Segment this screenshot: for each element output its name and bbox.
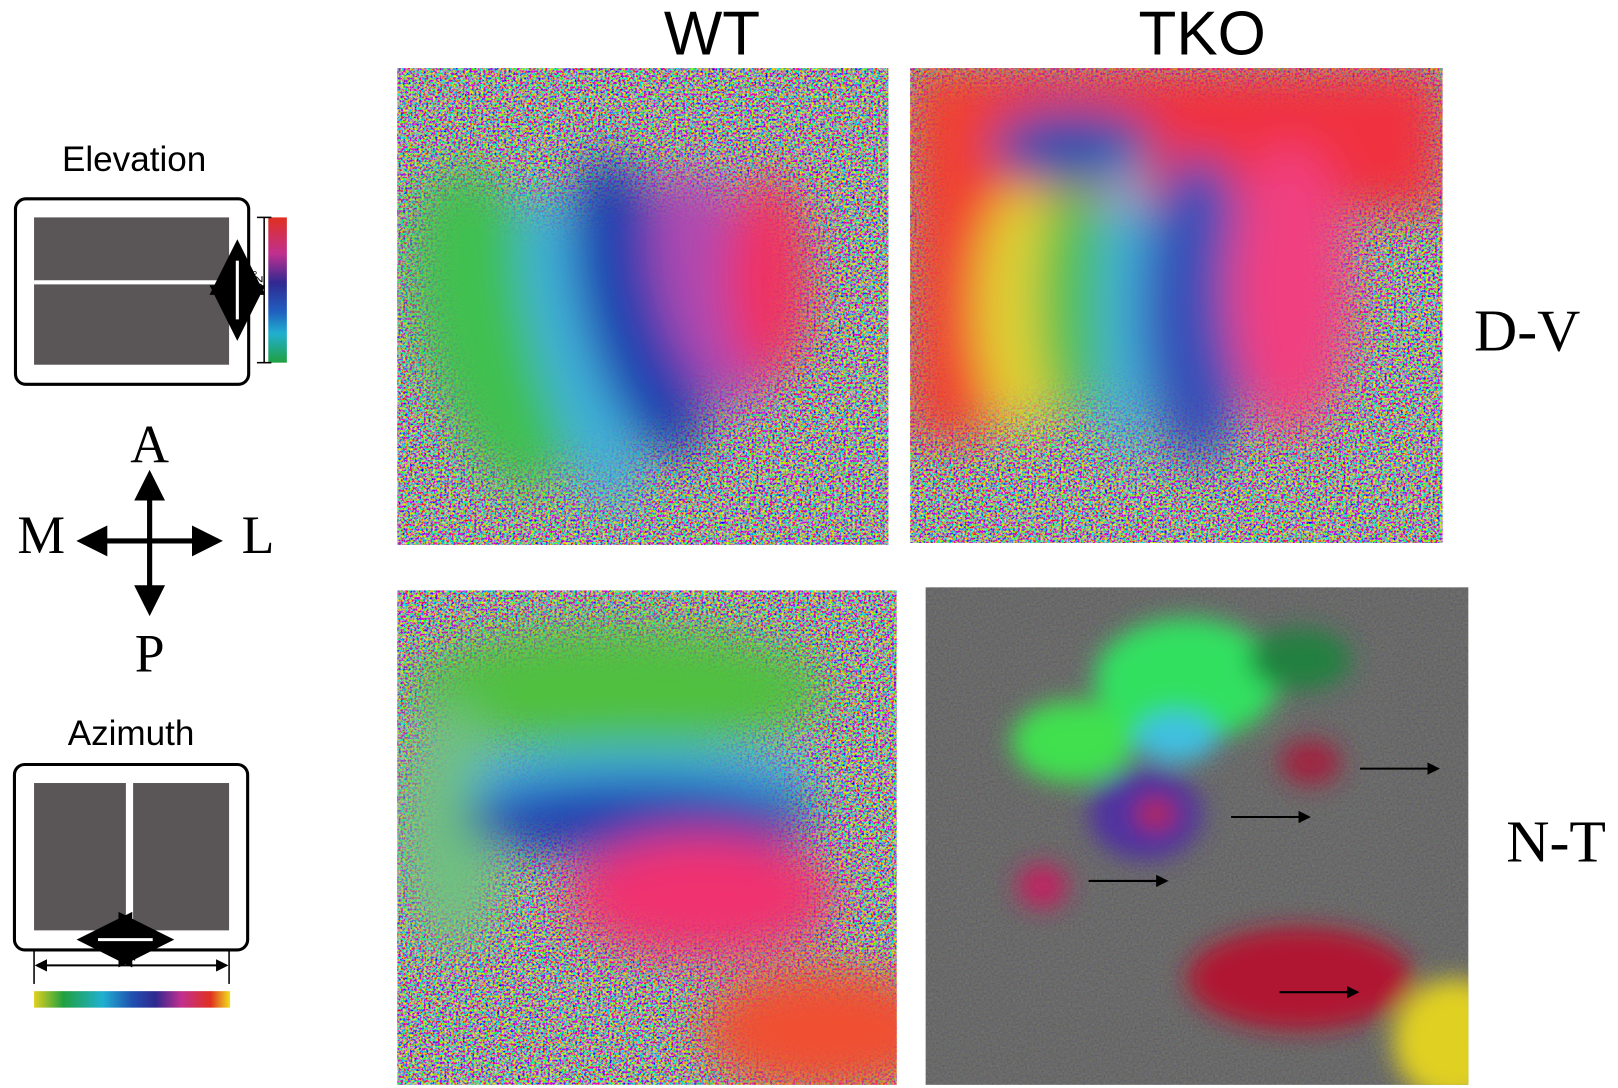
map-tko-nt <box>926 587 1517 1088</box>
azimuth-screen <box>14 764 247 1007</box>
orientation-label: P <box>135 624 165 684</box>
legend-title: Azimuth <box>68 714 195 753</box>
elevation-angle: 62° <box>251 270 266 290</box>
column-title: WT <box>664 0 760 68</box>
orientation-label: L <box>242 505 275 565</box>
row-title: N-T <box>1506 809 1606 875</box>
azimuth-angle: 77° <box>124 949 144 964</box>
orientation-label: M <box>17 505 65 565</box>
legend-title: Elevation <box>62 140 206 179</box>
map-tko-dv <box>910 68 1442 543</box>
page: WT TKO D-V N-T <box>0 0 1618 1088</box>
orientation-cross <box>83 476 217 610</box>
elevation-screen <box>15 199 286 384</box>
column-title: TKO <box>1139 0 1266 68</box>
figure: WT TKO D-V N-T <box>0 0 1618 1088</box>
orientation-label: A <box>130 415 169 475</box>
map-wt-dv <box>383 68 889 545</box>
row-title: D-V <box>1474 298 1580 364</box>
map-wt-nt <box>397 590 949 1088</box>
